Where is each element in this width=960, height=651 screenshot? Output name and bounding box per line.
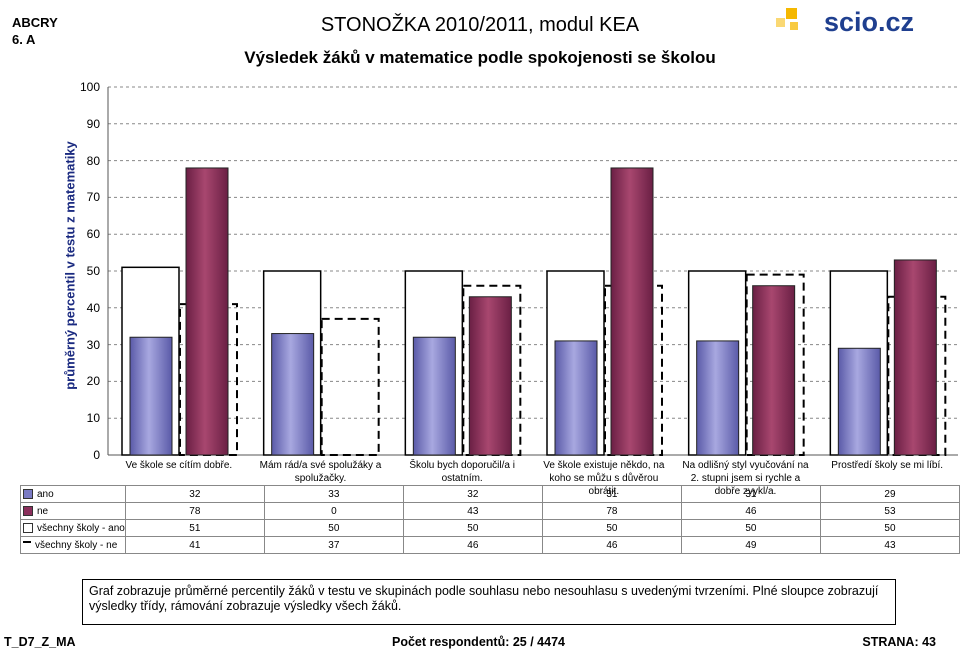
bar-all-schools-ne <box>320 317 380 456</box>
bar-ne <box>468 296 512 456</box>
footer-page: STRANA: 43 <box>862 635 936 649</box>
legend-entry: ano <box>20 485 126 503</box>
y-tick-label: 100 <box>79 80 100 94</box>
table-cell: 51 <box>124 519 265 537</box>
data-table: ano 32 33 32 31 31 29 ne 78 0 43 78 46 53 všechny škol… <box>20 485 960 554</box>
table-cell: 32 <box>402 485 543 503</box>
class-grade: 6. A <box>12 32 36 47</box>
table-cell: 49 <box>680 536 821 554</box>
x-tick-label: Školu bych doporučil/a i ostatním. <box>409 460 515 484</box>
table-cell: 50 <box>819 519 960 537</box>
y-tick-label: 80 <box>86 153 100 168</box>
table-row: ne 78 0 43 78 46 53 <box>20 502 960 520</box>
scio-logo: scio.cz <box>776 7 914 37</box>
legend-swatch <box>23 522 33 533</box>
bar-ne <box>893 259 937 456</box>
table-cell: 46 <box>541 536 682 554</box>
y-tick-label: 50 <box>86 264 100 278</box>
table-cell: 43 <box>402 502 543 520</box>
y-tick-label: 90 <box>86 116 100 131</box>
legend-label: ano <box>37 488 54 500</box>
footer-respondents: Počet respondentů: 25 / 4474 <box>392 635 565 649</box>
table-cell: 0 <box>263 502 404 520</box>
table-cell: 43 <box>819 536 960 554</box>
y-tick-label: 70 <box>86 190 100 205</box>
table-cell: 41 <box>124 536 265 554</box>
y-tick-label: 10 <box>86 411 100 426</box>
chart-note: Graf zobrazuje průměrné percentily žáků … <box>82 579 896 625</box>
class-name: ABCRY <box>12 15 58 30</box>
page-title: STONOŽKA 2010/2011, modul KEA <box>320 14 640 36</box>
y-tick-label: 0 <box>93 448 100 462</box>
legend-swatch <box>23 540 31 549</box>
svg-text:scio.cz: scio.cz <box>824 7 914 37</box>
x-tick-label: Prostředí školy se mi líbí. <box>831 460 943 471</box>
table-cell: 50 <box>402 519 543 537</box>
table-cell: 50 <box>541 519 682 537</box>
table-row: všechny školy - ne 41 37 46 46 49 43 <box>20 536 960 554</box>
y-tick-label: 30 <box>86 337 100 352</box>
table-cell: 32 <box>124 485 265 503</box>
y-tick-label: 60 <box>86 227 100 242</box>
bar-ano <box>837 347 881 456</box>
table-row: ano 32 33 32 31 31 29 <box>20 485 960 503</box>
table-cell: 53 <box>819 502 960 520</box>
x-tick-label: Mám rád/a své spolužáky a spolužačky. <box>259 460 382 484</box>
bar-ano <box>696 340 740 456</box>
legend-swatch <box>23 488 33 499</box>
class-label: ABCRY 6. A <box>12 14 58 48</box>
table-row: všechny školy - ano 51 50 50 50 50 50 <box>20 519 960 537</box>
legend-entry: ne <box>20 502 126 520</box>
bar-ne <box>185 167 229 456</box>
legend-swatch <box>23 505 33 516</box>
table-cell: 46 <box>680 502 821 520</box>
bar-ano <box>554 340 598 456</box>
chart-title: Výsledek žáků v matematice podle spokoje… <box>244 48 716 67</box>
table-cell: 31 <box>680 485 821 503</box>
table-cell: 29 <box>819 485 960 503</box>
legend-label: ne <box>37 505 49 517</box>
bar-ano <box>129 336 173 456</box>
table-cell: 78 <box>541 502 682 520</box>
x-tick-label: Ve škole se cítím dobře. <box>125 460 233 471</box>
table-cell: 33 <box>263 485 404 503</box>
legend-entry: všechny školy - ne <box>20 536 126 554</box>
legend-entry: všechny školy - ano <box>20 519 126 537</box>
table-cell: 78 <box>124 502 265 520</box>
table-cell: 46 <box>402 536 543 554</box>
table-cell: 50 <box>263 519 404 537</box>
table-cell: 31 <box>541 485 682 503</box>
bar-ano <box>271 333 315 456</box>
y-tick-label: 40 <box>86 300 100 315</box>
legend-label: všechny školy - ano <box>37 522 125 534</box>
bar-ano <box>412 336 456 456</box>
footer-code: T_D7_Z_MA <box>4 635 76 649</box>
bar-ne <box>610 167 654 456</box>
table-cell: 37 <box>263 536 404 554</box>
bar-ne <box>752 285 796 456</box>
table-cell: 50 <box>680 519 821 537</box>
y-tick-label: 20 <box>86 374 100 389</box>
legend-label: všechny školy - ne <box>35 539 118 551</box>
